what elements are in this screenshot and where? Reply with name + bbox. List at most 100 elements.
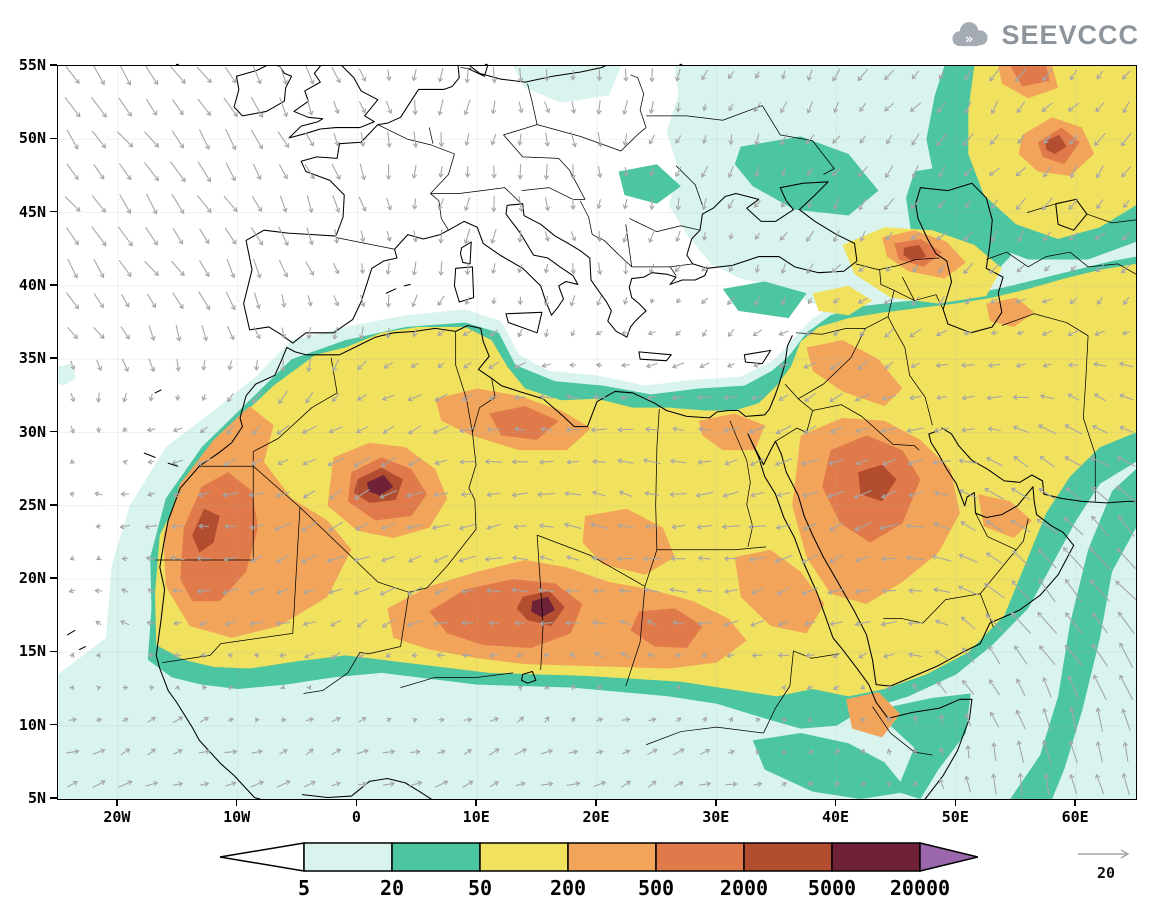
dust-contour-fill xyxy=(884,693,971,799)
lon-tick xyxy=(714,799,717,806)
lon-tick xyxy=(834,799,837,806)
coastline-europe-africa xyxy=(156,66,792,799)
colorbar-underflow-arrow xyxy=(219,842,305,872)
lon-tick-label: 20E xyxy=(582,808,610,826)
lat-tick-label: 10N xyxy=(18,715,46,734)
lon-tick-label: 0 xyxy=(351,808,361,826)
colorbar-tick-label: 200 xyxy=(550,876,586,898)
colorbar-segment xyxy=(831,842,921,872)
seevccc-logo: » SEEVCCC xyxy=(946,18,1139,52)
lon-tick xyxy=(116,799,118,806)
colorbar-segment xyxy=(303,842,393,872)
dust-contour-fill xyxy=(1010,66,1050,87)
dust-contour-fill xyxy=(977,494,1032,539)
colorbar-segment xyxy=(655,842,745,872)
lat-tick xyxy=(50,577,57,579)
coastline-layer xyxy=(68,66,1136,799)
colorbar-tick-label: 20 xyxy=(380,876,404,898)
lat-tick xyxy=(50,64,57,66)
colorbar: 5 20 50 200 500 2000 5000 20000 xyxy=(216,840,979,902)
lon-tick-label: 10W xyxy=(223,808,251,826)
colorbar-tick-label: 5 xyxy=(298,876,310,898)
lon-tick xyxy=(235,799,238,806)
colorbar-overflow-arrow xyxy=(919,842,979,872)
wind-arrows xyxy=(64,66,1136,796)
colorbar-tick-label: 50 xyxy=(468,876,492,898)
lat-tick xyxy=(50,723,57,726)
dust-contour-fill xyxy=(1010,469,1136,799)
lat-tick-label: 55N xyxy=(18,56,46,74)
lon-tick-label: 60E xyxy=(1061,808,1089,826)
lon-tick xyxy=(475,799,478,806)
country-borders xyxy=(155,67,1136,755)
logo-chevrons: » xyxy=(965,31,973,47)
lat-tick-label: 45N xyxy=(18,202,46,221)
lat-tick-label: 50N xyxy=(18,129,46,148)
lat-tick xyxy=(50,430,57,433)
dust-contour-fill xyxy=(58,363,76,386)
wind-reference-legend: 20 xyxy=(1072,842,1164,894)
colorbar-tick-label: 500 xyxy=(638,876,674,898)
dust-contour-fill xyxy=(180,472,259,602)
dust-contour-fill xyxy=(722,281,807,319)
dust-contour-fill xyxy=(513,66,621,103)
dust-contour-fill xyxy=(1044,134,1067,154)
wind-legend-svg: 20 xyxy=(1078,849,1130,882)
colorbar-segment xyxy=(743,842,833,872)
coastline-inland-seas xyxy=(522,182,1087,683)
colorbar-segment xyxy=(391,842,481,872)
lat-tick xyxy=(50,284,57,286)
map-panel xyxy=(57,65,1137,800)
lat-tick xyxy=(50,504,57,506)
border-layer xyxy=(155,67,1136,755)
cloud-icon: » xyxy=(952,22,989,47)
lon-tick xyxy=(355,799,358,806)
dust-contour-fill xyxy=(734,136,879,216)
dust-contour-fill xyxy=(812,285,873,316)
lat-tick-label: 30N xyxy=(18,422,46,441)
colorbar-svg: 5 20 50 200 500 2000 5000 20000 xyxy=(219,842,979,900)
lon-tick-label: 30E xyxy=(702,808,730,826)
lat-tick-label: 25N xyxy=(18,495,46,514)
dust-fill-layer xyxy=(58,66,1136,799)
dust-map-canvas xyxy=(58,66,1136,799)
lat-tick xyxy=(50,137,57,140)
lat-tick xyxy=(50,797,57,799)
dust-contour-fill xyxy=(630,608,703,649)
logo-text: SEEVCCC xyxy=(1001,19,1139,50)
lon-tick-label: 40E xyxy=(822,808,850,826)
dust-contour-fill xyxy=(531,596,556,618)
dust-contour-fill xyxy=(846,691,901,738)
coastline-arabia-horn xyxy=(748,428,1136,799)
lat-tick xyxy=(50,210,57,213)
colorbar-segment xyxy=(479,842,569,872)
lon-tick-label: 50E xyxy=(941,808,969,826)
lat-tick-label: 35N xyxy=(18,349,46,368)
coastline-islands xyxy=(68,66,771,649)
dust-contour-fill xyxy=(986,297,1035,327)
lat-tick-label: 5N xyxy=(27,789,46,807)
colorbar-tick-label: 2000 xyxy=(720,876,768,898)
dust-contour-fill xyxy=(752,733,909,799)
lat-tick-label: 15N xyxy=(18,642,46,661)
lon-tick xyxy=(954,799,957,806)
lat-tick-label: 40N xyxy=(18,275,46,294)
lat-tick xyxy=(50,650,57,653)
dust-contour-fill xyxy=(806,340,903,407)
lon-tick-label: 10E xyxy=(462,808,490,826)
dust-contour-fill xyxy=(192,508,220,553)
dust-contour-fill xyxy=(489,406,559,440)
lon-tick xyxy=(595,799,597,806)
colorbar-tick-label: 5000 xyxy=(808,876,856,898)
lat-tick xyxy=(50,357,57,359)
dust-contour-fill xyxy=(734,549,825,634)
dust-contour-fill xyxy=(367,475,394,496)
lon-tick xyxy=(1074,799,1076,806)
dust-contour-fill xyxy=(698,413,765,451)
dust-contour-fill xyxy=(903,244,927,261)
wind-legend-arrow xyxy=(1078,849,1130,859)
wind-reference-label: 20 xyxy=(1097,864,1115,882)
lon-tick-label: 20W xyxy=(103,808,131,826)
colorbar-segment xyxy=(567,842,657,872)
